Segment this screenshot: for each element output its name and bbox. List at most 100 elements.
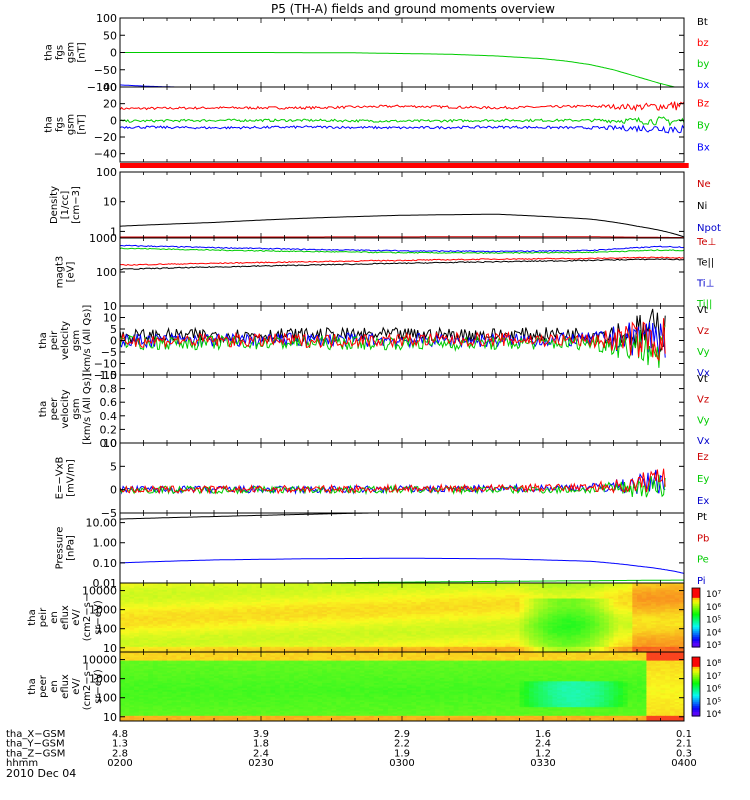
heat-cell <box>599 627 605 631</box>
heat-cell <box>289 633 295 636</box>
heat-cell <box>124 596 130 600</box>
heat-cell <box>152 617 159 620</box>
heat-cell <box>373 614 380 617</box>
heat-cell <box>293 634 300 638</box>
heat-cell <box>510 596 516 600</box>
heat-cell <box>124 607 130 610</box>
heat-cell <box>293 645 300 648</box>
heat-cell <box>237 614 243 617</box>
heat-cell <box>472 617 478 620</box>
heat-cell <box>387 614 394 617</box>
heat-cell <box>181 598 187 601</box>
heat-cell <box>242 633 248 636</box>
heat-cell <box>345 638 351 641</box>
heat-cell <box>152 643 159 646</box>
heat-cell <box>444 636 450 639</box>
series-line <box>120 236 684 238</box>
heat-cell <box>195 591 201 594</box>
heat-cell <box>472 624 478 627</box>
heat-cell <box>181 620 187 624</box>
heat-cell <box>627 591 633 594</box>
heat-cell <box>190 603 196 607</box>
heat-cell <box>256 589 262 593</box>
heat-cell <box>251 601 257 605</box>
heat-cell <box>134 615 140 619</box>
heat-cell <box>138 617 145 620</box>
heat-cell <box>519 610 525 613</box>
heat-cell <box>524 641 530 644</box>
heat-cell <box>223 626 229 629</box>
heat-cell <box>434 643 441 646</box>
heat-cell <box>679 631 684 634</box>
heat-cell <box>228 598 234 601</box>
heat-cell <box>538 598 544 601</box>
heat-cell <box>378 598 384 601</box>
heat-cell <box>439 622 445 625</box>
heat-cell <box>181 583 187 586</box>
heat-cell <box>303 631 309 634</box>
heat-cell <box>218 591 224 594</box>
heat-cell <box>519 620 525 624</box>
heat-cell <box>434 626 441 629</box>
heat-cell <box>336 614 342 617</box>
heat-cell <box>124 583 130 586</box>
heat-cell <box>669 584 676 588</box>
heat-cell <box>641 608 647 612</box>
heat-cell <box>655 620 662 624</box>
heat-cell <box>467 608 474 612</box>
heat-cell <box>580 636 586 639</box>
heat-cell <box>543 588 549 591</box>
heat-cell <box>143 598 149 601</box>
heat-cell <box>491 627 497 631</box>
heat-cell <box>369 596 375 600</box>
heat-cell <box>458 614 464 617</box>
heat-cell <box>185 607 192 610</box>
heat-cell <box>646 641 652 644</box>
heat-cell <box>557 605 563 608</box>
heat-cell <box>477 586 483 589</box>
heat-cell <box>491 641 497 644</box>
heat-cell <box>496 588 502 591</box>
heat-cell <box>152 633 159 636</box>
heat-cell <box>646 603 652 607</box>
heat-cell <box>190 624 196 627</box>
heat-cell <box>651 600 657 603</box>
heat-cell <box>232 583 239 586</box>
heat-cell <box>632 622 638 625</box>
heat-cell <box>679 636 684 639</box>
heat-cell <box>162 614 168 617</box>
y-tick-label: 20 <box>103 98 117 111</box>
heat-cell <box>298 596 304 600</box>
heat-cell <box>547 598 553 601</box>
heat-cell <box>669 627 676 631</box>
heat-cell <box>340 619 347 622</box>
heat-cell <box>223 610 229 613</box>
heat-cell <box>514 631 521 634</box>
heat-cell <box>491 629 497 632</box>
heat-cell <box>444 598 450 601</box>
heat-cell <box>420 639 427 643</box>
heat-cell <box>317 591 323 594</box>
heat-cell <box>373 607 380 610</box>
heat-cell <box>364 641 370 644</box>
heat-cell <box>406 600 412 603</box>
heat-cell <box>359 607 365 610</box>
heat-cell <box>463 614 469 617</box>
heat-cell <box>223 617 229 620</box>
heat-cell <box>289 588 295 591</box>
heat-cell <box>369 624 375 627</box>
heat-cell <box>209 591 215 594</box>
heat-cell <box>279 645 286 648</box>
heat-cell <box>637 641 643 644</box>
heat-cell <box>289 598 295 601</box>
heat-cell <box>138 603 145 607</box>
heat-cell <box>237 624 243 627</box>
heat-cell <box>312 629 318 632</box>
heat-cell <box>279 615 286 619</box>
heat-cell <box>646 624 652 627</box>
heat-cell <box>232 629 239 632</box>
heat-cell <box>336 605 342 608</box>
heat-cell <box>557 615 563 619</box>
heat-cell <box>261 601 267 605</box>
heat-cell <box>599 596 605 600</box>
